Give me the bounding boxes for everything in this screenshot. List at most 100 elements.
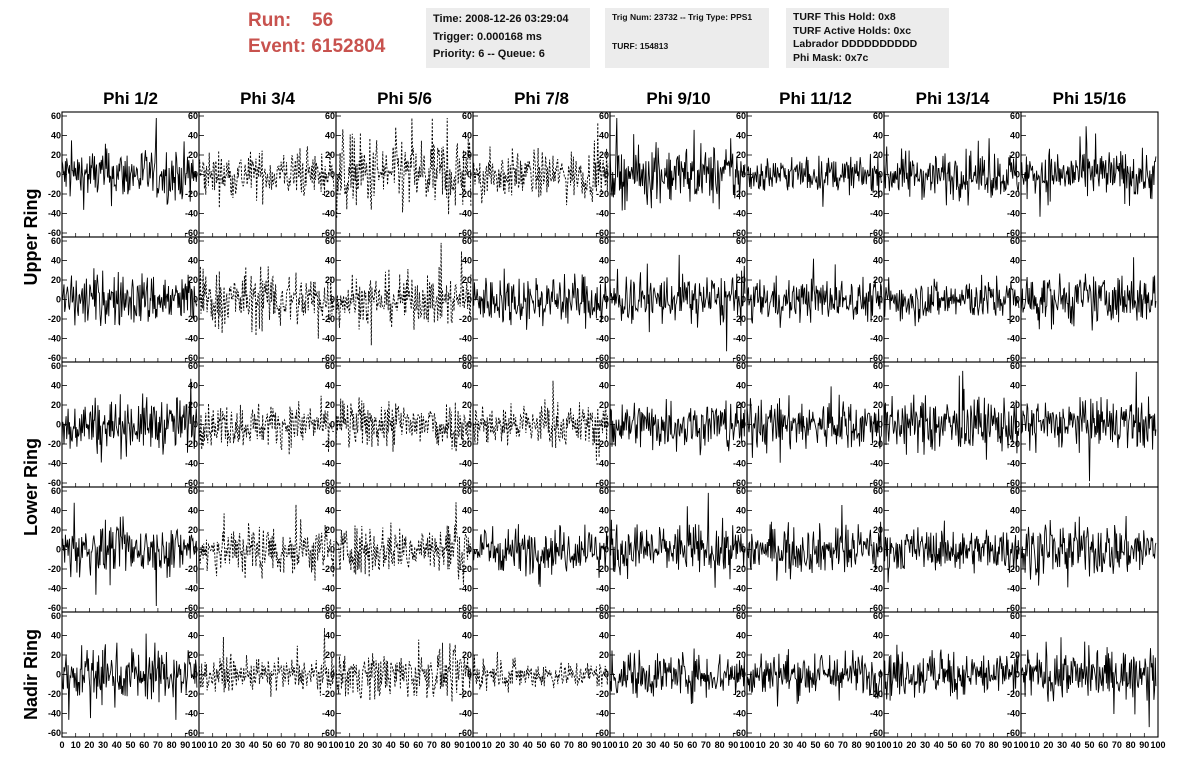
- x-tick-label: 50: [810, 740, 820, 750]
- waveform-trace: [1020, 637, 1157, 728]
- x-tick-label: 90: [180, 740, 190, 750]
- y-tick-label: 60: [873, 236, 883, 246]
- x-tick-label: 70: [290, 740, 300, 750]
- y-tick-label: -20: [48, 689, 61, 699]
- waveform-trace: [335, 242, 472, 346]
- y-tick-label: 20: [1010, 400, 1020, 410]
- y-tick-label: 40: [599, 506, 609, 516]
- y-tick-label: -40: [733, 459, 746, 469]
- x-tick-label: 20: [1043, 740, 1053, 750]
- y-tick-label: 20: [599, 650, 609, 660]
- y-tick-label: 60: [325, 236, 335, 246]
- x-tick-label: 70: [701, 740, 711, 750]
- y-tick-label: -40: [1007, 459, 1020, 469]
- y-tick-label: 60: [599, 236, 609, 246]
- y-tick-label: -20: [733, 689, 746, 699]
- y-tick-label: 40: [462, 381, 472, 391]
- y-tick-label: 60: [873, 111, 883, 121]
- y-tick-label: -20: [322, 689, 335, 699]
- x-tick-label: 30: [783, 740, 793, 750]
- y-tick-label: 20: [736, 650, 746, 660]
- x-tick-label: 10: [1030, 740, 1040, 750]
- time-text: Time: 2008-12-26 03:29:04: [433, 13, 569, 25]
- y-tick-label: -20: [459, 314, 472, 324]
- y-tick-label: -40: [48, 584, 61, 594]
- y-tick-label: -40: [322, 709, 335, 719]
- y-tick-label: 0: [467, 670, 472, 680]
- y-tick-label: 40: [188, 631, 198, 641]
- y-tick-label: 20: [325, 150, 335, 160]
- y-tick-label: 20: [325, 275, 335, 285]
- labrador-text: Labrador DDDDDDDDDD: [793, 38, 918, 50]
- y-tick-label: -60: [322, 603, 335, 613]
- y-tick-label: 40: [873, 506, 883, 516]
- y-tick-label: 20: [599, 400, 609, 410]
- waveform-trace: [609, 117, 746, 211]
- column-header: Phi 7/8: [514, 89, 569, 108]
- y-tick-label: 20: [462, 525, 472, 535]
- waveform-trace: [746, 649, 883, 707]
- y-tick-label: 40: [188, 506, 198, 516]
- y-tick-label: -60: [459, 728, 472, 738]
- y-tick-label: -20: [1007, 689, 1020, 699]
- y-tick-label: 20: [188, 275, 198, 285]
- waveform-trace: [61, 502, 198, 607]
- x-tick-label: 80: [1126, 740, 1136, 750]
- y-tick-label: -60: [185, 728, 198, 738]
- y-tick-label: -20: [733, 189, 746, 199]
- y-tick-label: 60: [599, 111, 609, 121]
- x-tick-label: 10: [71, 740, 81, 750]
- y-tick-label: 0: [604, 545, 609, 555]
- y-tick-label: 40: [873, 631, 883, 641]
- waveform-trace: [609, 398, 746, 456]
- y-tick-label: 20: [599, 525, 609, 535]
- x-tick-label: 100: [1150, 740, 1165, 750]
- y-tick-label: 40: [325, 381, 335, 391]
- turf-info-box: TURF This Hold: 0x8 TURF Active Holds: 0…: [786, 8, 949, 68]
- x-tick-label: 60: [139, 740, 149, 750]
- x-tick-label: 30: [646, 740, 656, 750]
- y-tick-label: 20: [1010, 525, 1020, 535]
- y-tick-label: 0: [56, 670, 61, 680]
- y-tick-label: -20: [733, 439, 746, 449]
- y-tick-label: 60: [873, 611, 883, 621]
- y-tick-label: -40: [870, 584, 883, 594]
- x-tick-label: 100: [739, 740, 754, 750]
- x-tick-label: 40: [112, 740, 122, 750]
- y-tick-label: -60: [870, 728, 883, 738]
- x-tick-label: 20: [84, 740, 94, 750]
- y-tick-label: 40: [736, 256, 746, 266]
- y-tick-label: -60: [1007, 728, 1020, 738]
- y-tick-label: 40: [873, 256, 883, 266]
- y-tick-label: 40: [599, 381, 609, 391]
- y-tick-label: 40: [599, 631, 609, 641]
- y-tick-label: -60: [322, 728, 335, 738]
- y-tick-label: 40: [873, 381, 883, 391]
- x-tick-label: 70: [1112, 740, 1122, 750]
- x-tick-label: 30: [372, 740, 382, 750]
- y-tick-label: -60: [596, 728, 609, 738]
- x-tick-label: 70: [564, 740, 574, 750]
- y-tick-label: 0: [1015, 670, 1020, 680]
- x-tick-label: 100: [1013, 740, 1028, 750]
- x-tick-label: 50: [1084, 740, 1094, 750]
- y-tick-label: -20: [48, 439, 61, 449]
- y-tick-label: -20: [322, 439, 335, 449]
- y-tick-label: -60: [596, 228, 609, 238]
- x-tick-label: 100: [876, 740, 891, 750]
- y-tick-label: 0: [604, 420, 609, 430]
- x-tick-label: 30: [1057, 740, 1067, 750]
- y-tick-label: 40: [736, 131, 746, 141]
- waveform-trace: [61, 633, 198, 720]
- event-label: Event:: [248, 36, 307, 57]
- y-tick-label: -60: [870, 603, 883, 613]
- y-tick-label: 60: [188, 361, 198, 371]
- y-tick-label: 20: [188, 525, 198, 535]
- y-tick-label: -60: [1007, 353, 1020, 363]
- y-tick-label: 40: [736, 631, 746, 641]
- column-header: Phi 1/2: [103, 89, 158, 108]
- y-tick-label: 20: [462, 400, 472, 410]
- x-tick-label: 50: [125, 740, 135, 750]
- y-tick-label: 0: [878, 170, 883, 180]
- y-tick-label: 60: [873, 486, 883, 496]
